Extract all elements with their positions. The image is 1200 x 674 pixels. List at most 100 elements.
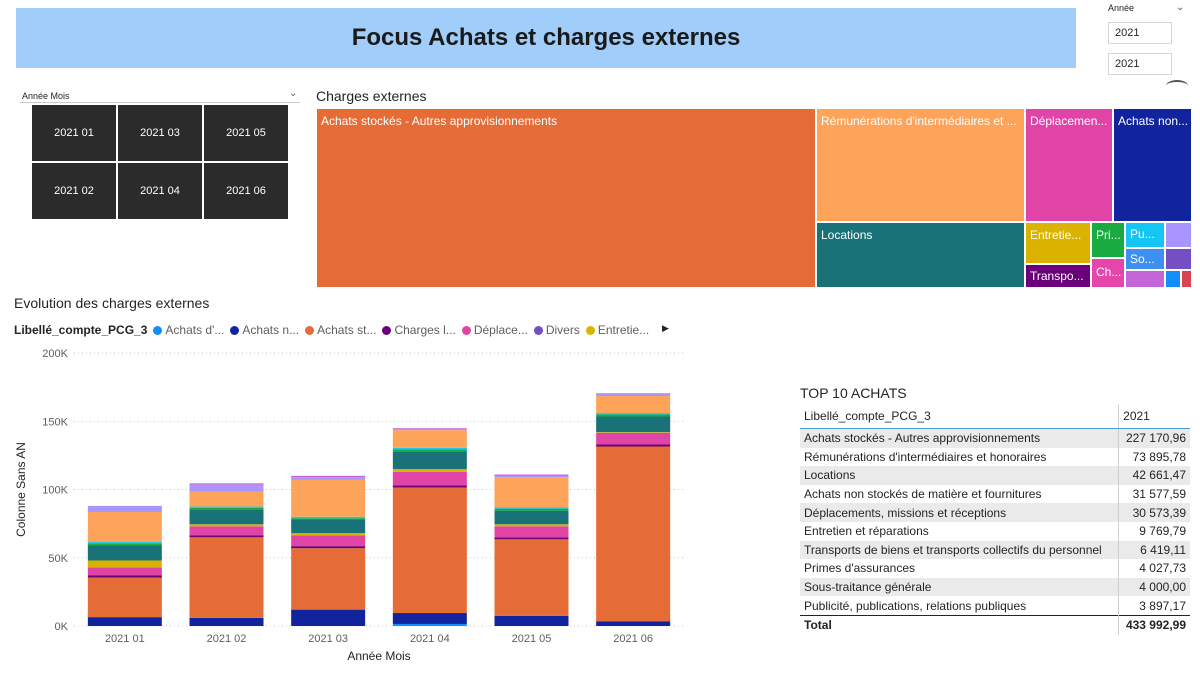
bar-segment[interactable] [494, 615, 569, 626]
bar-segment[interactable] [87, 560, 162, 568]
bar-segment[interactable] [291, 535, 366, 547]
bar-segment[interactable] [596, 432, 671, 445]
bar-segment[interactable] [87, 617, 162, 626]
bar-segment[interactable] [189, 507, 264, 510]
month-tile[interactable]: 2021 02 [32, 163, 116, 219]
bar-segment[interactable] [596, 432, 671, 433]
month-tile[interactable]: 2021 03 [118, 105, 202, 161]
treemap-cell[interactable]: Ch... [1091, 258, 1125, 288]
bar-segment[interactable] [392, 447, 467, 450]
bar-segment[interactable] [494, 526, 569, 538]
treemap-cell[interactable]: Rémunérations d'intermédiaires et ... [816, 108, 1025, 222]
bar-segment[interactable] [291, 533, 366, 536]
bar-segment[interactable] [392, 428, 467, 429]
bar-segment[interactable] [189, 483, 264, 485]
bar-segment[interactable] [87, 512, 162, 543]
month-tile[interactable]: 2021 01 [32, 105, 116, 161]
bar-segment[interactable] [596, 416, 671, 433]
bar-segment[interactable] [87, 505, 162, 513]
treemap-cell[interactable] [1165, 222, 1192, 248]
bar-segment[interactable] [189, 491, 264, 507]
bar-segment[interactable] [87, 542, 162, 544]
bar-segment[interactable] [494, 474, 569, 476]
chevron-down-icon[interactable]: ⌄ [1176, 2, 1185, 13]
bar-segment[interactable] [189, 537, 264, 618]
bar-segment[interactable] [87, 577, 162, 618]
year-slicer-value[interactable]: 2021 [1108, 53, 1172, 75]
bar-segment[interactable] [189, 524, 264, 527]
legend-item[interactable]: Achats st... [305, 323, 376, 337]
bar-segment[interactable] [291, 477, 366, 480]
treemap-cell[interactable]: Transpo... [1025, 264, 1091, 288]
legend-item[interactable]: Déplace... [461, 323, 528, 337]
month-tile[interactable]: 2021 06 [204, 163, 288, 219]
column-header-label[interactable]: Libellé_compte_PCG_3 [800, 404, 1119, 429]
treemap-cell[interactable]: Achats stockés - Autres approvisionnemen… [316, 108, 816, 288]
bar-segment[interactable] [291, 546, 366, 549]
legend-item[interactable]: Achats d'... [153, 323, 224, 337]
bar-segment[interactable] [291, 519, 366, 534]
bar-segment[interactable] [87, 567, 162, 576]
bar-segment[interactable] [291, 518, 366, 520]
bar-segment[interactable] [494, 510, 569, 525]
bar-segment[interactable] [392, 623, 467, 626]
bar-segment[interactable] [494, 524, 569, 527]
bar-segment[interactable] [392, 485, 467, 488]
bar-segment[interactable] [392, 430, 467, 448]
bar-segment[interactable] [291, 548, 366, 610]
treemap-cell[interactable] [1165, 270, 1181, 288]
bar-segment[interactable] [189, 526, 264, 536]
bar-segment[interactable] [392, 613, 467, 624]
bar-segment[interactable] [392, 487, 467, 614]
bar-segment[interactable] [392, 428, 467, 431]
bar-segment[interactable] [596, 393, 671, 396]
treemap-cell[interactable]: Pri... [1091, 222, 1125, 258]
legend-next-arrow-icon[interactable]: ▶ [662, 324, 669, 334]
bar-segment[interactable] [596, 621, 671, 626]
bar-segment[interactable] [189, 484, 264, 492]
bar-segment[interactable] [596, 395, 671, 414]
treemap-cell[interactable] [1165, 248, 1192, 270]
column-header-year[interactable]: 2021 [1118, 404, 1190, 429]
bar-segment[interactable] [87, 575, 162, 578]
month-tile[interactable]: 2021 05 [204, 105, 288, 161]
bar-segment[interactable] [189, 535, 264, 538]
treemap-cell[interactable]: Déplacemen... [1025, 108, 1113, 222]
legend-item[interactable]: Divers [533, 323, 580, 337]
legend-item[interactable]: Charges l... [382, 323, 456, 337]
bar-segment[interactable] [494, 508, 569, 511]
bar-segment[interactable] [291, 609, 366, 626]
bar-segment[interactable] [596, 413, 671, 415]
bar-segment[interactable] [392, 451, 467, 470]
bar-segment[interactable] [596, 444, 671, 447]
treemap-cell[interactable]: Entretie... [1025, 222, 1091, 264]
bar-segment[interactable] [596, 414, 671, 417]
bar-segment[interactable] [494, 537, 569, 540]
treemap-cell[interactable]: Pu... [1125, 222, 1165, 248]
bar-segment[interactable] [494, 507, 569, 509]
treemap-cell[interactable]: Achats non... [1113, 108, 1192, 222]
chevron-down-icon[interactable]: ⌄ [289, 88, 298, 99]
treemap-cell[interactable]: So... [1125, 248, 1165, 270]
treemap-cell[interactable] [1125, 270, 1165, 288]
bar-segment[interactable] [494, 477, 569, 508]
bar-segment[interactable] [494, 475, 569, 478]
bar-segment[interactable] [291, 475, 366, 478]
bar-segment[interactable] [392, 471, 467, 486]
bar-segment[interactable] [392, 469, 467, 472]
bar-segment[interactable] [87, 543, 162, 546]
bar-segment[interactable] [189, 509, 264, 525]
year-slicer-value[interactable]: 2021 [1108, 22, 1172, 44]
bar-segment[interactable] [596, 393, 671, 394]
bar-segment[interactable] [189, 506, 264, 508]
legend-item[interactable]: Achats n... [230, 323, 299, 337]
month-tile[interactable]: 2021 04 [118, 163, 202, 219]
bar-segment[interactable] [87, 545, 162, 561]
bar-segment[interactable] [189, 617, 264, 626]
treemap-cell[interactable] [1181, 270, 1192, 288]
bar-segment[interactable] [392, 449, 467, 452]
bar-segment[interactable] [494, 539, 569, 616]
bar-segment[interactable] [596, 446, 671, 622]
treemap-cell[interactable]: Locations [816, 222, 1025, 288]
bar-segment[interactable] [291, 516, 366, 519]
